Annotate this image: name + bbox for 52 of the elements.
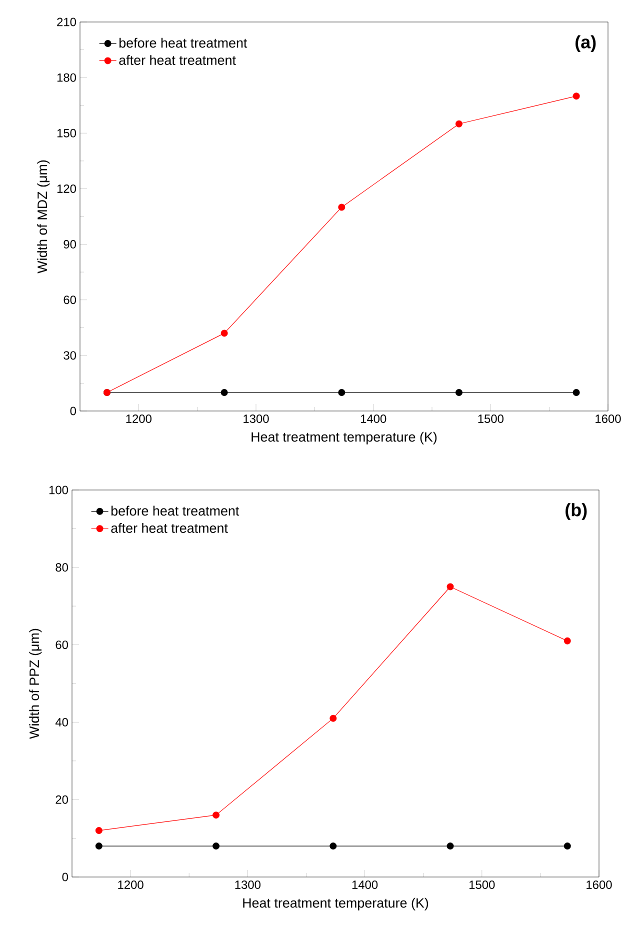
y-tick-label: 100 — [49, 486, 68, 494]
point — [212, 842, 220, 850]
y-tick-label: 80 — [56, 563, 68, 572]
legend-label: after heat treatment — [111, 523, 228, 533]
y-tick-label: 20 — [56, 795, 68, 804]
point — [572, 388, 580, 396]
legend-label: before heat treatment — [119, 38, 248, 48]
legend-label: after heat treatment — [119, 55, 236, 65]
point — [95, 827, 102, 834]
y-axis-title: Width of PPZ (μm) — [29, 628, 42, 739]
legend-label: before heat treatment — [111, 506, 240, 516]
point — [330, 714, 337, 722]
y-tick-label: 0 — [70, 406, 76, 416]
x-tick-label: 1600 — [586, 880, 612, 889]
point — [330, 842, 337, 850]
x-tick-label: 1400 — [360, 414, 386, 423]
y-tick-label: 150 — [57, 128, 76, 138]
point — [338, 388, 346, 396]
point — [220, 330, 228, 337]
x-tick-label: 1200 — [118, 880, 144, 889]
y-axis-title: Width of MDZ (μm) — [37, 160, 50, 274]
x-axis-title: Heat treatment temperature (K) — [243, 898, 428, 910]
x-tick-label: 1400 — [352, 880, 378, 889]
annotation: (b) — [566, 503, 587, 520]
point — [455, 388, 462, 396]
annotation: (a) — [576, 35, 596, 52]
point — [564, 637, 571, 644]
x-tick-label: 1600 — [596, 414, 621, 423]
x-tick-label: 1300 — [235, 880, 260, 889]
point — [446, 842, 454, 850]
x-tick-label: 1500 — [478, 414, 504, 423]
y-tick-label: 30 — [64, 351, 76, 360]
y-tick-label: 180 — [57, 73, 76, 82]
point — [95, 842, 102, 850]
point — [220, 388, 228, 396]
y-tick-label: 120 — [57, 184, 76, 193]
y-tick-label: 90 — [64, 240, 76, 248]
y-tick-label: 40 — [55, 718, 68, 726]
point — [446, 583, 454, 590]
point — [572, 92, 580, 100]
point — [564, 842, 571, 850]
x-tick-label: 1200 — [126, 414, 152, 423]
y-tick-label: 0 — [62, 872, 68, 882]
y-tick-label: 60 — [56, 640, 68, 650]
x-tick-label: 1500 — [470, 880, 495, 889]
y-tick-label: 210 — [57, 18, 76, 26]
point — [338, 204, 346, 211]
x-axis-title: Heat treatment temperature (K) — [252, 432, 437, 444]
point — [455, 120, 462, 128]
x-tick-label: 1300 — [244, 414, 269, 423]
y-tick-label: 60 — [64, 296, 76, 304]
point — [212, 812, 220, 819]
